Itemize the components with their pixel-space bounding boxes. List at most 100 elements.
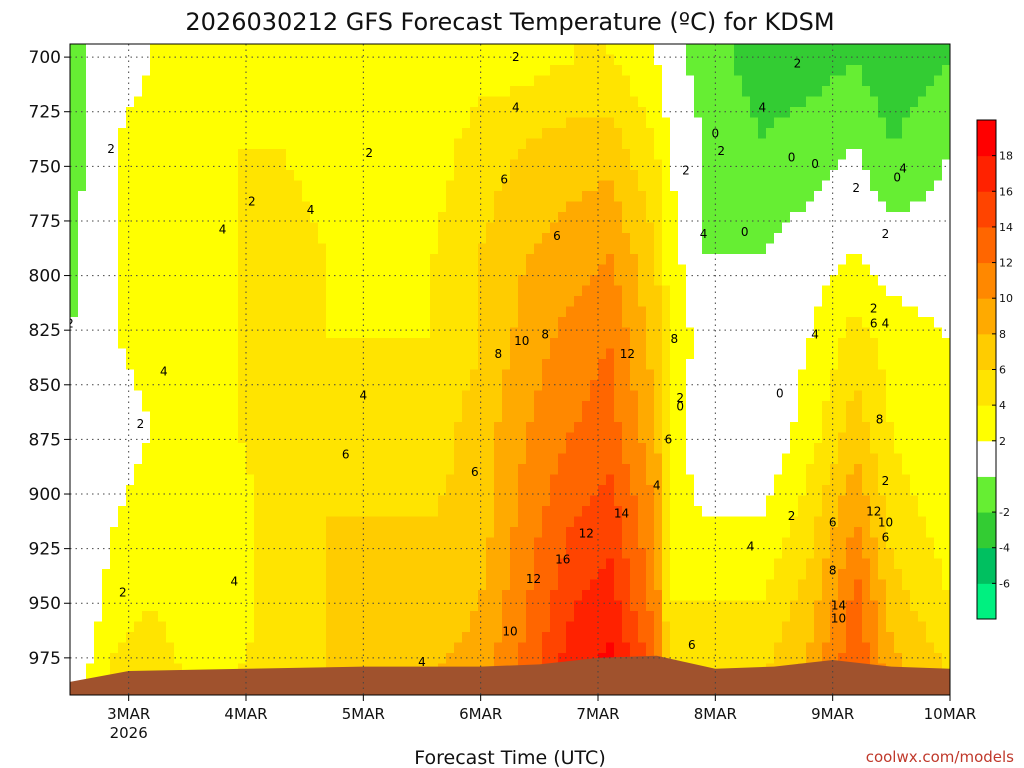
field-cell [158, 107, 167, 119]
field-cell [366, 422, 375, 434]
field-cell [742, 411, 751, 423]
field-cell [654, 506, 663, 518]
field-cell [782, 65, 791, 77]
field-cell [494, 443, 503, 455]
field-cell [646, 348, 655, 360]
field-cell [446, 432, 455, 444]
field-cell [470, 96, 479, 108]
field-cell [766, 264, 775, 276]
field-cell [606, 401, 615, 413]
field-cell [558, 233, 567, 245]
field-cell [902, 159, 911, 171]
field-cell [342, 401, 351, 413]
field-cell [766, 380, 775, 392]
field-cell [342, 86, 351, 98]
field-cell [102, 191, 111, 203]
field-cell [662, 264, 671, 276]
field-cell [678, 254, 687, 266]
field-cell [558, 348, 567, 360]
field-cell [366, 338, 375, 350]
field-cell [350, 233, 359, 245]
field-cell [110, 243, 119, 255]
field-cell [686, 86, 695, 98]
field-cell [406, 369, 415, 381]
field-cell [726, 285, 735, 297]
field-cell [582, 348, 591, 360]
field-cell [70, 201, 79, 213]
field-cell [518, 464, 527, 476]
field-cell [846, 222, 855, 234]
field-cell [766, 369, 775, 381]
field-cell [366, 191, 375, 203]
field-cell [238, 128, 247, 140]
field-cell [542, 306, 551, 318]
field-cell [870, 495, 879, 507]
field-cell [710, 159, 719, 171]
field-cell [86, 327, 95, 339]
field-cell [622, 495, 631, 507]
field-cell [294, 54, 303, 66]
field-cell [518, 96, 527, 108]
field-cell [886, 128, 895, 140]
field-cell [454, 107, 463, 119]
field-cell [798, 432, 807, 444]
field-cell [542, 222, 551, 234]
field-cell [510, 180, 519, 192]
field-cell [126, 411, 135, 423]
field-cell [102, 201, 111, 213]
field-cell [646, 359, 655, 371]
field-cell [646, 44, 655, 56]
field-cell [798, 495, 807, 507]
field-cell [254, 401, 263, 413]
field-cell [454, 65, 463, 77]
field-cell [262, 65, 271, 77]
field-cell [622, 327, 631, 339]
field-cell [574, 506, 583, 518]
field-cell [758, 180, 767, 192]
field-cell [542, 285, 551, 297]
field-cell [758, 338, 767, 350]
field-cell [654, 138, 663, 150]
field-cell [902, 65, 911, 77]
field-cell [374, 96, 383, 108]
field-cell [902, 306, 911, 318]
field-cell [870, 243, 879, 255]
field-cell [894, 495, 903, 507]
field-cell [710, 338, 719, 350]
field-cell [502, 96, 511, 108]
field-cell [862, 327, 871, 339]
field-cell [318, 149, 327, 161]
field-cell [638, 432, 647, 444]
field-cell [862, 170, 871, 182]
field-cell [646, 485, 655, 497]
field-cell [102, 296, 111, 308]
field-cell [230, 191, 239, 203]
field-cell [86, 474, 95, 486]
field-cell [150, 369, 159, 381]
field-cell [838, 422, 847, 434]
field-cell [350, 128, 359, 140]
field-cell [942, 306, 950, 318]
field-cell [350, 401, 359, 413]
field-cell [134, 54, 143, 66]
field-cell [118, 191, 127, 203]
field-cell [430, 212, 439, 224]
field-cell [422, 54, 431, 66]
field-cell [606, 453, 615, 465]
field-cell [838, 285, 847, 297]
field-cell [438, 411, 447, 423]
field-cell [110, 233, 119, 245]
field-cell [630, 107, 639, 119]
field-cell [198, 369, 207, 381]
field-cell [206, 401, 215, 413]
field-cell [278, 306, 287, 318]
field-cell [438, 191, 447, 203]
field-cell [670, 453, 679, 465]
field-cell [622, 159, 631, 171]
field-cell [726, 86, 735, 98]
field-cell [670, 233, 679, 245]
field-cell [406, 285, 415, 297]
field-cell [318, 107, 327, 119]
field-cell [910, 390, 919, 402]
field-cell [902, 495, 911, 507]
